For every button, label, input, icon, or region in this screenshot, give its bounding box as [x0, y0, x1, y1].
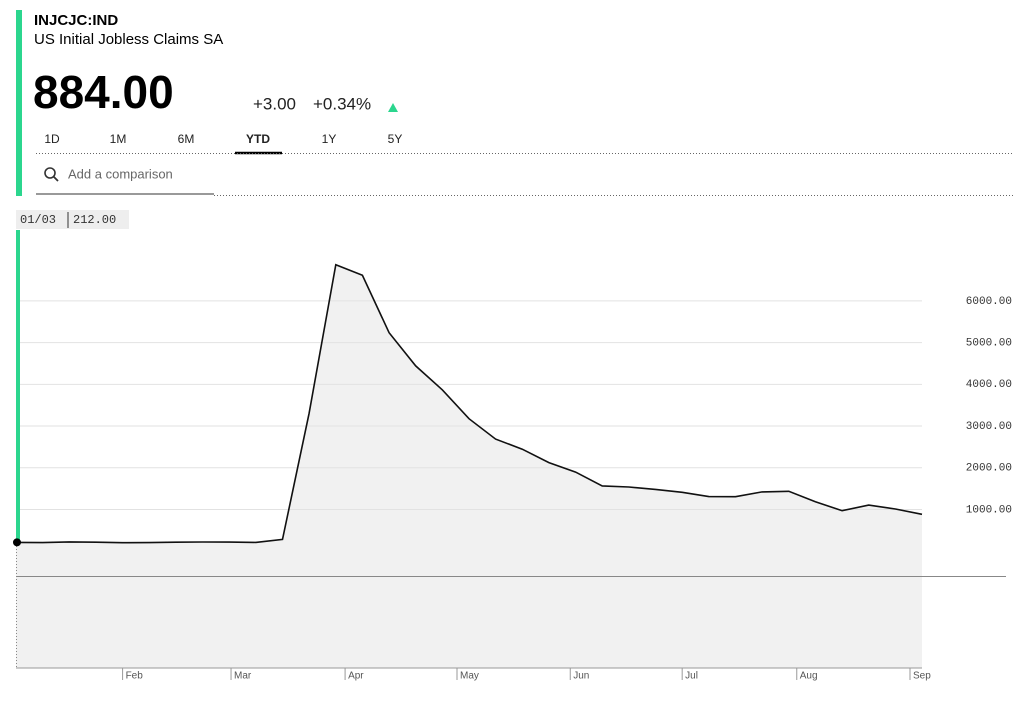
accent-bar-chart [16, 230, 20, 543]
line [15, 263, 923, 544]
search-icon-handle [53, 176, 59, 182]
range-tab[interactable]: 1D [44, 132, 60, 146]
x-tick-label: May [460, 671, 479, 682]
up-arrow [388, 103, 398, 112]
area-fill [16, 264, 922, 668]
y-tick-label: 1000.00 [966, 504, 1012, 516]
change-pct: +0.34% [313, 94, 371, 113]
x-tick-label: Sep [913, 671, 931, 682]
x-tick-label: Jun [573, 671, 589, 682]
range-tab[interactable]: YTD [246, 132, 270, 146]
tooltip-value: 212.00 [73, 213, 116, 227]
x-tick-label: Apr [348, 671, 364, 682]
x-tick-label: Aug [800, 671, 818, 682]
x-tick-label: Jul [685, 671, 698, 682]
range-tab[interactable]: 1Y [322, 132, 337, 146]
search-input[interactable]: Add a comparison [68, 166, 173, 181]
range-tab[interactable]: 6M [178, 132, 195, 146]
change: +3.00 [253, 94, 296, 113]
accent-bar [16, 10, 22, 196]
y-tick-label: 3000.00 [966, 421, 1012, 433]
x-tick-label: Mar [234, 671, 252, 682]
tooltip-box [16, 210, 129, 229]
y-tick-label: 2000.00 [966, 463, 1012, 475]
hover-dot [13, 538, 21, 547]
range-tab[interactable]: 1M [110, 132, 127, 146]
y-tick-label: 5000.00 [966, 338, 1012, 350]
symbol: INJCJC:IND [34, 12, 118, 29]
tooltip-date: 01/03 [20, 213, 56, 227]
y-tick-label: 6000.00 [966, 296, 1012, 308]
price: 884.00 [33, 66, 174, 118]
security-name: US Initial Jobless Claims SA [34, 31, 223, 48]
range-tab[interactable]: 5Y [388, 132, 403, 146]
x-tick-label: Feb [126, 671, 144, 682]
y-tick-label: 4000.00 [966, 379, 1012, 391]
search-icon [44, 167, 56, 179]
